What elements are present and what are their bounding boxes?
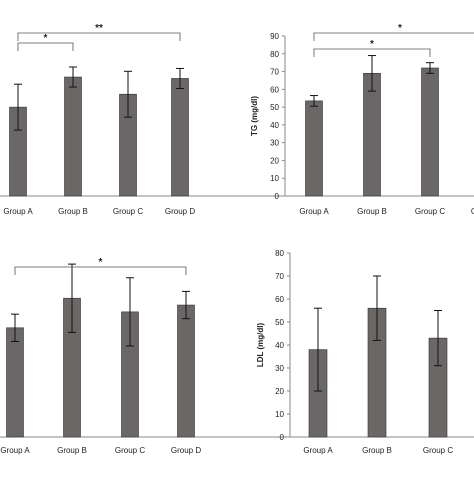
- chart-panel-4: 0 10 20 30 40 50 60 70 80 LDL (mg/dl) Group A Group…: [256, 249, 474, 455]
- category-label: Group C: [415, 207, 445, 216]
- y-tick-label: 70: [270, 68, 279, 77]
- y-tick-label: 30: [270, 139, 279, 148]
- significance-label: *: [99, 257, 103, 268]
- bar-group-d: [177, 304, 195, 438]
- category-label: Group A: [0, 446, 30, 455]
- y-tick-label: 80: [275, 249, 284, 258]
- category-label: Group D: [171, 446, 201, 455]
- category-label: Group A: [3, 207, 33, 216]
- category-label: Group B: [357, 207, 387, 216]
- significance-bracket: [313, 32, 474, 41]
- chart-panel-3: Group A Group B Group C Group D *: [0, 257, 474, 455]
- y-tick-label: 20: [270, 156, 279, 165]
- y-tick-label: 30: [275, 364, 284, 373]
- y-tick-label: 40: [270, 121, 279, 130]
- category-label: Group C: [113, 207, 143, 216]
- y-tick-label: 50: [270, 103, 279, 112]
- y-tick-label: 10: [275, 410, 284, 419]
- significance-label: *: [370, 39, 374, 50]
- significance-label: *: [398, 23, 402, 34]
- chart-panel-1: Group A Group B Group C Group D***: [0, 23, 474, 216]
- y-tick-label: 90: [270, 32, 279, 41]
- category-label: Group D: [165, 207, 195, 216]
- category-label: Group A: [299, 207, 329, 216]
- y-tick-label: 60: [270, 85, 279, 94]
- significance-bracket: [17, 32, 181, 41]
- significance-label: **: [95, 23, 103, 34]
- significance-bracket: [313, 48, 431, 57]
- bar-group-c: [421, 67, 439, 197]
- y-tick-label: 0: [280, 433, 285, 442]
- bar-group-b: [64, 76, 82, 197]
- category-label: Group B: [58, 207, 88, 216]
- y-tick-label: 60: [275, 295, 284, 304]
- category-label: Group C: [423, 446, 453, 455]
- y-tick-label: 0: [275, 192, 280, 201]
- significance-label: *: [44, 33, 48, 44]
- bar-group-d: [171, 78, 189, 197]
- y-tick-label: 20: [275, 387, 284, 396]
- bar-group-b: [363, 73, 381, 197]
- significance-bracket: [14, 266, 187, 275]
- bar-group-a: [305, 100, 323, 197]
- y-tick-label: 10: [270, 174, 279, 183]
- category-label: Group A: [303, 446, 333, 455]
- y-tick-label: 40: [275, 341, 284, 350]
- category-label: Group C: [115, 446, 145, 455]
- category-label: Group B: [362, 446, 392, 455]
- y-axis-title: LDL (mg/dl): [256, 323, 265, 368]
- y-axis-title: TG (mg/dl): [250, 96, 259, 136]
- category-label: Group D: [471, 207, 474, 216]
- y-tick-label: 50: [275, 318, 284, 327]
- significance-bracket: [17, 42, 74, 51]
- y-tick-label: 80: [270, 50, 279, 59]
- bar-group-a: [6, 327, 24, 438]
- category-label: Group B: [57, 446, 87, 455]
- y-tick-label: 70: [275, 272, 284, 281]
- chart-panel-2: 0 10 20 30 40 50 60 70 80 90 TG (mg/dl) Group A Grou…: [250, 23, 474, 216]
